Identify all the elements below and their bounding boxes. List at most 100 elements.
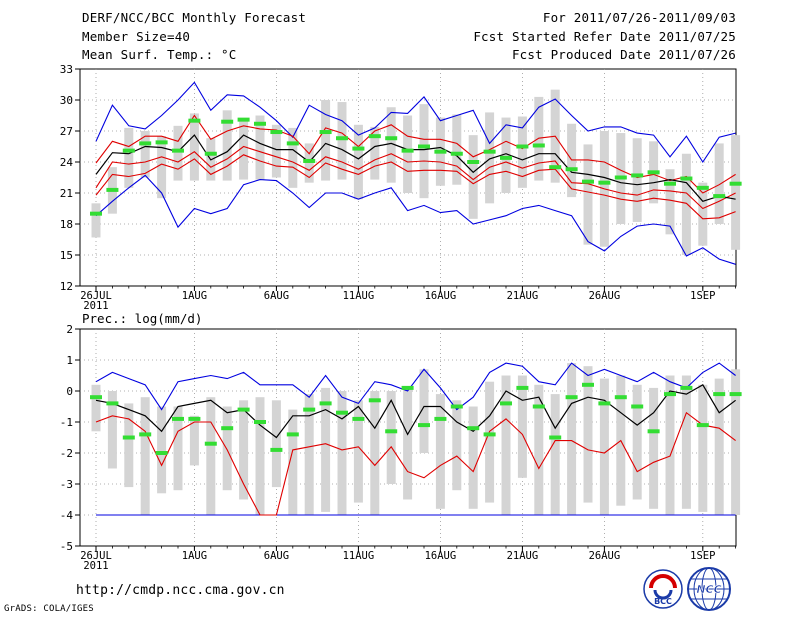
temp-line-p90	[95, 114, 736, 194]
prec-box	[157, 406, 167, 494]
prec-box	[681, 375, 691, 509]
prec-y-tick-label: 1	[66, 354, 73, 367]
temp-ensemble-mean-marker	[90, 211, 102, 216]
temp-box	[419, 104, 429, 199]
temp-box	[288, 127, 298, 188]
temp-line-p10-low	[95, 154, 736, 220]
prec-ensemble-mean-marker	[155, 451, 168, 455]
prec-ensemble-mean-marker	[221, 426, 234, 431]
prec-box	[468, 406, 478, 509]
temp-box	[124, 127, 134, 188]
temp-line-median	[95, 134, 736, 202]
temp-ensemble-mean-marker	[680, 176, 693, 181]
prec-y-tick-label: -1	[60, 416, 73, 429]
prec-box	[337, 391, 347, 515]
prec-box	[403, 387, 413, 500]
prec-ensemble-mean-marker	[122, 435, 135, 440]
member-size-label: Member Size=40	[82, 29, 191, 44]
prec-box	[452, 400, 462, 491]
temp-box	[189, 113, 199, 181]
temp-ensemble-mean-marker	[139, 141, 152, 146]
temp-ensemble-mean-marker	[549, 165, 562, 170]
prec-box	[370, 391, 380, 515]
prec-box	[665, 375, 675, 515]
temp-ensemble-mean-marker	[565, 167, 578, 172]
temp-ensemble-mean-marker	[385, 136, 398, 141]
temp-box	[353, 124, 363, 200]
prec-line-p10	[95, 411, 736, 516]
temp-ensemble-mean-marker	[647, 170, 660, 175]
temp-ensemble-mean-marker	[336, 136, 348, 141]
temp-x-tick-label: 1SEP	[690, 290, 715, 302]
temp-y-tick-label: 27	[60, 125, 73, 138]
temp-x-tick-label: 21AUG	[507, 290, 539, 302]
temp-ensemble-mean-marker	[713, 194, 726, 199]
prec-panel-title: Prec.: log(mm/d)	[82, 311, 202, 326]
prec-line-median	[95, 383, 736, 439]
prec-x-tick-label: 1SEP	[690, 550, 715, 562]
temp-ensemble-mean-marker	[352, 146, 365, 151]
temp-box	[222, 110, 232, 181]
temp-box	[517, 116, 527, 188]
prec-box	[731, 369, 741, 515]
ncc-logo-text: NCC	[696, 583, 721, 596]
temp-ensemble-mean-marker	[696, 185, 709, 190]
prec-box	[321, 387, 331, 512]
produced-date-label: Fcst Produced Date 2011/07/26	[511, 47, 736, 62]
prec-ensemble-mean-marker	[319, 401, 332, 406]
temp-ensemble-mean-marker	[664, 181, 676, 186]
prec-y-tick-label: -4	[60, 509, 74, 522]
temp-line-min	[95, 174, 736, 265]
prec-box	[304, 394, 314, 515]
temp-line-p10	[95, 145, 736, 210]
bcc-logo: BCC	[643, 569, 683, 609]
prec-box	[107, 391, 117, 469]
prec-x-tick-label: 21AUG	[507, 550, 539, 562]
prec-box	[485, 381, 495, 503]
temp-ensemble-mean-marker	[418, 144, 430, 149]
prec-box	[698, 384, 708, 512]
website-url[interactable]: http://cmdp.ncc.cma.gov.cn	[76, 583, 285, 598]
grads-credit: GrADS: COLA/IGES	[4, 604, 94, 614]
prec-box	[632, 384, 642, 500]
prec-ensemble-mean-marker	[450, 404, 463, 409]
forecast-title: DERF/NCC/BCC Monthly Forecast	[82, 10, 307, 25]
temp-box	[173, 125, 183, 181]
temp-box	[321, 100, 331, 181]
temp-x-tick-label: 6AUG	[264, 290, 289, 302]
prec-ensemble-mean-marker	[549, 435, 562, 440]
temp-ensemble-mean-marker	[483, 149, 496, 154]
prec-box	[140, 397, 150, 515]
temp-y-tick-label: 18	[60, 218, 73, 231]
temp-box	[91, 203, 101, 238]
prec-ensemble-mean-marker	[614, 395, 627, 400]
forecast-period: For 2011/07/26-2011/09/03	[542, 10, 736, 25]
prec-ensemble-mean-marker	[401, 385, 414, 390]
prec-ensemble-mean-marker	[90, 395, 102, 400]
temp-ensemble-mean-marker	[270, 130, 283, 135]
prec-box	[599, 378, 609, 515]
prec-ensemble-mean-marker	[680, 385, 693, 390]
prec-box	[534, 384, 544, 515]
prec-ensemble-mean-marker	[467, 426, 480, 431]
prec-box	[255, 397, 265, 515]
prec-ensemble-mean-marker	[631, 404, 644, 409]
prec-ensemble-mean-marker	[237, 407, 250, 412]
prec-box	[124, 403, 134, 488]
temp-box	[337, 102, 347, 180]
temp-box	[485, 112, 495, 204]
prec-ensemble-mean-marker	[106, 401, 119, 406]
prec-ensemble-mean-marker	[582, 382, 594, 387]
temp-box	[140, 131, 150, 178]
prec-box	[419, 369, 429, 453]
temp-box	[698, 182, 708, 246]
temp-x-tick-label: 26JUL	[80, 290, 112, 302]
temp-ensemble-mean-marker	[122, 148, 135, 153]
temp-ensemble-mean-marker	[598, 180, 611, 185]
temp-ensemble-mean-marker	[582, 179, 594, 184]
prec-ensemble-mean-marker	[434, 416, 447, 421]
temp-ensemble-mean-marker	[303, 158, 316, 163]
prec-year-label: 2011	[83, 560, 108, 572]
prec-ensemble-mean-marker	[204, 441, 217, 446]
prec-box	[271, 400, 281, 488]
